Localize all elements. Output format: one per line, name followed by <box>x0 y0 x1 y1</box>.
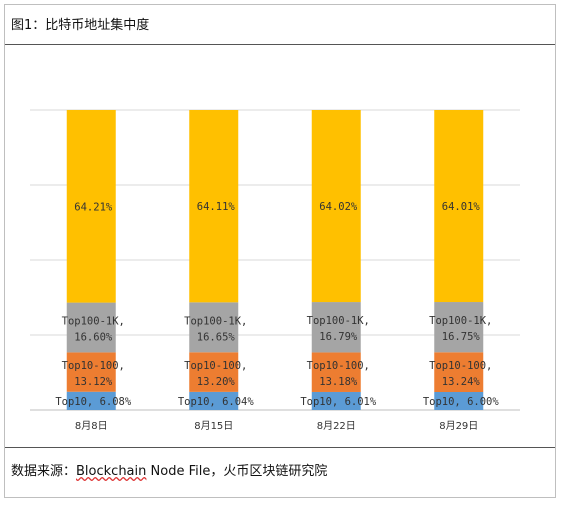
data-label: 64.21% <box>74 201 113 213</box>
data-label: Top100-1K, <box>429 315 492 327</box>
data-label: Top10, 6.08% <box>55 396 132 408</box>
bar-segment-top100-1k <box>434 302 484 353</box>
data-label: 16.79% <box>319 331 358 343</box>
bottom-divider <box>5 447 555 448</box>
bar-segment-rest <box>189 110 239 303</box>
data-label: Top10, 6.00% <box>423 396 500 408</box>
data-label: Top100-1K, <box>307 315 370 327</box>
source-suffix: Node File，火币区块链研究院 <box>146 464 328 479</box>
figure-title: 图1：比特币地址集中度 <box>11 18 150 33</box>
source-term: Blockchain <box>76 464 147 479</box>
source-prefix: 数据来源： <box>11 464 77 479</box>
bar-segment-top10-100 <box>66 352 116 392</box>
data-label: Top10, 6.01% <box>300 396 377 408</box>
bar-segment-top10 <box>189 391 239 410</box>
bar-segment-rest <box>434 110 484 303</box>
data-label: 64.02% <box>319 201 358 213</box>
figure-frame <box>4 4 556 498</box>
data-label: 13.12% <box>74 376 113 388</box>
top-divider <box>5 44 555 45</box>
data-label: 64.11% <box>197 201 236 213</box>
bar-segment-top10 <box>66 391 116 410</box>
x-tick-label: 8月8日 <box>75 420 108 432</box>
data-label: Top10, 6.04% <box>178 396 255 408</box>
x-tick-label: 8月22日 <box>317 420 356 432</box>
data-label: Top10-100, <box>62 360 125 372</box>
data-label: Top10-100, <box>307 360 370 372</box>
data-label: Top10-100, <box>184 360 247 372</box>
bar-segment-top100-1k <box>311 302 361 353</box>
bar-segment-rest <box>66 109 116 303</box>
bar-segment-top10-100 <box>189 352 239 392</box>
data-label: 13.24% <box>442 376 481 388</box>
x-tick-label: 8月29日 <box>439 420 478 432</box>
x-tick-label: 8月15日 <box>194 420 233 432</box>
bar-segment-top10-100 <box>434 352 484 392</box>
source-note: 数据来源：Blockchain Node File，火币区块链研究院 <box>11 460 327 479</box>
data-label: Top100-1K, <box>62 316 125 328</box>
data-label: 16.65% <box>197 331 236 343</box>
bar-segment-top10-100 <box>311 352 361 392</box>
data-label: 64.01% <box>442 201 481 213</box>
bar-segment-top10 <box>311 391 361 410</box>
bar-segment-top100-1k <box>189 302 239 353</box>
bar-segment-rest <box>311 110 361 303</box>
data-label: 16.75% <box>442 331 481 343</box>
bar-segment-top100-1k <box>66 302 116 353</box>
data-label: Top10-100, <box>429 360 492 372</box>
data-label: Top100-1K, <box>184 315 247 327</box>
data-label: 16.60% <box>74 332 113 344</box>
data-label: 13.18% <box>319 376 358 388</box>
bar-segment-top10 <box>434 392 484 410</box>
data-label: 13.20% <box>197 376 236 388</box>
